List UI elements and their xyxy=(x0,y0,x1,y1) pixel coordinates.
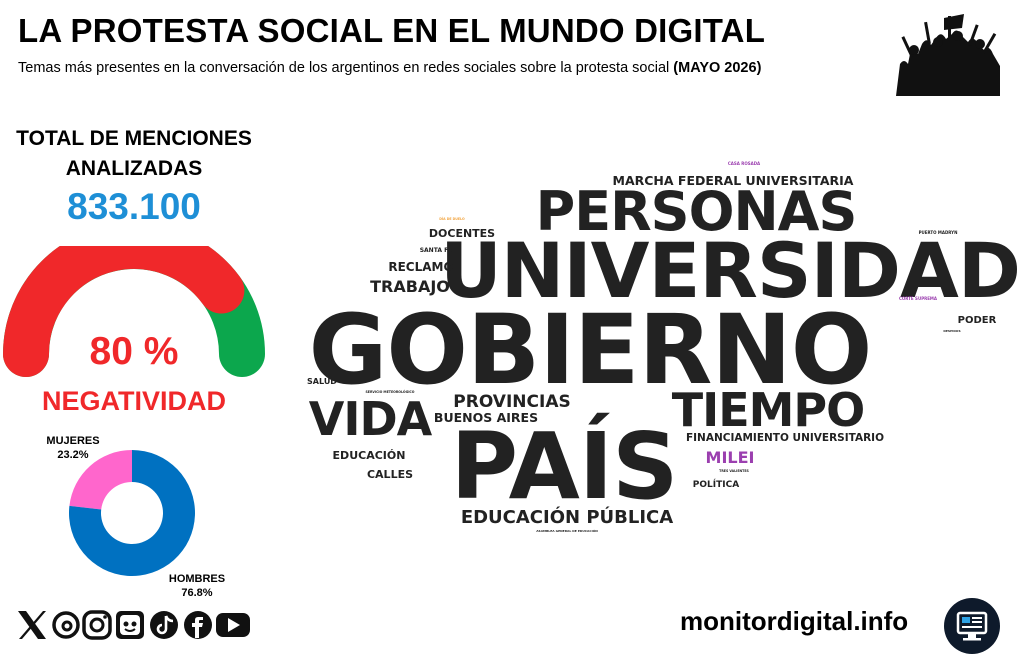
word-corte-suprema: CORTE SUPREMA xyxy=(899,296,938,301)
word-financiamiento-universitario: FINANCIAMIENTO UNIVERSITARIO xyxy=(686,432,884,444)
word-buenos-aires: BUENOS AIRES xyxy=(434,410,538,425)
threads-icon[interactable] xyxy=(52,611,80,639)
gauge-negative-arc xyxy=(3,246,245,377)
tiktok-icon[interactable] xyxy=(150,611,178,639)
women-name: MUJERES xyxy=(46,435,100,447)
ai-bot-icon[interactable] xyxy=(116,611,144,639)
negativity-gauge xyxy=(3,246,265,377)
donut-slice-women xyxy=(69,450,132,510)
word-reclamo: RECLAMO xyxy=(388,260,453,274)
gender-donut-chart xyxy=(69,450,195,576)
word-educación: EDUCACIÓN xyxy=(333,449,406,462)
men-value: 76.8% xyxy=(181,587,213,599)
word-provincias: PROVINCIAS xyxy=(453,392,570,412)
negativity-percent: 80 % xyxy=(89,330,179,373)
word-milei: MILEI xyxy=(706,448,755,467)
instagram-icon[interactable] xyxy=(82,610,112,640)
word-marcha-federal-universitaria: MARCHA FEDERAL UNIVERSITARIA xyxy=(613,173,854,188)
word-despidos: DESPIDOS xyxy=(943,329,960,333)
social-icons-row xyxy=(18,610,250,640)
facebook-icon[interactable] xyxy=(184,611,212,639)
word-tiempo: TIEMPO xyxy=(672,383,865,437)
site-url[interactable]: monitordigital.info xyxy=(680,606,909,636)
page-title: LA PROTESTA SOCIAL EN EL MUNDO DIGITAL xyxy=(18,12,766,49)
word-país: PAÍS xyxy=(451,412,678,520)
men-name: HOMBRES xyxy=(168,573,226,585)
word-calles: CALLES xyxy=(367,468,413,481)
subtitle-text: Temas más presentes en la conversación d… xyxy=(18,60,670,76)
negativity-label: NEGATIVIDAD xyxy=(41,386,226,416)
word-gobierno: GOBIERNO xyxy=(309,294,872,406)
word-asamblea-general-de-educación: ASAMBLEA GENERAL DE EDUCACIÓN xyxy=(536,528,598,533)
word-educación-pública: EDUCACIÓN PÚBLICA xyxy=(461,506,673,528)
youtube-icon[interactable] xyxy=(216,613,250,637)
total-mentions-value: 833.100 xyxy=(67,186,201,227)
men-legend: HOMBRES 76.8% xyxy=(160,572,234,600)
protest-crowd-icon xyxy=(896,14,1000,96)
word-tres-valientes: TRES VALIENTES xyxy=(719,469,749,473)
word-servicio-meteorológico: SERVICIO METEOROLÓGICO xyxy=(366,389,415,394)
word-salud: SALUD xyxy=(307,377,337,386)
word-casa-rosada: CASA ROSADA xyxy=(728,161,761,166)
women-value: 23.2% xyxy=(57,449,89,461)
subtitle-period: (MAYO 2026) xyxy=(673,60,762,76)
word-personas: PERSONAS xyxy=(536,180,857,243)
word-vida: VIDA xyxy=(309,392,433,446)
page-subtitle: Temas más presentes en la conversación d… xyxy=(18,60,761,76)
word-trabajo: TRABAJO xyxy=(370,277,450,296)
word-política: POLÍTICA xyxy=(693,478,739,490)
word-universidad: UNIVERSIDAD xyxy=(440,226,1020,315)
word-poder: PODER xyxy=(958,315,997,326)
donut-slice-men xyxy=(69,450,195,576)
women-legend: MUJERES 23.2% xyxy=(40,434,106,462)
x-icon[interactable] xyxy=(18,611,46,639)
word-día-de-duelo: DÍA DE DUELO xyxy=(439,216,465,221)
word-puerto-madryn: PUERTO MADRYN xyxy=(919,230,958,235)
word-santa-fe: SANTA FE xyxy=(420,247,453,254)
word-docentes: DOCENTES xyxy=(429,227,495,240)
total-mentions-label: TOTAL DE MENCIONES ANALIZADAS xyxy=(16,127,252,180)
monitor-icon xyxy=(944,598,1000,654)
